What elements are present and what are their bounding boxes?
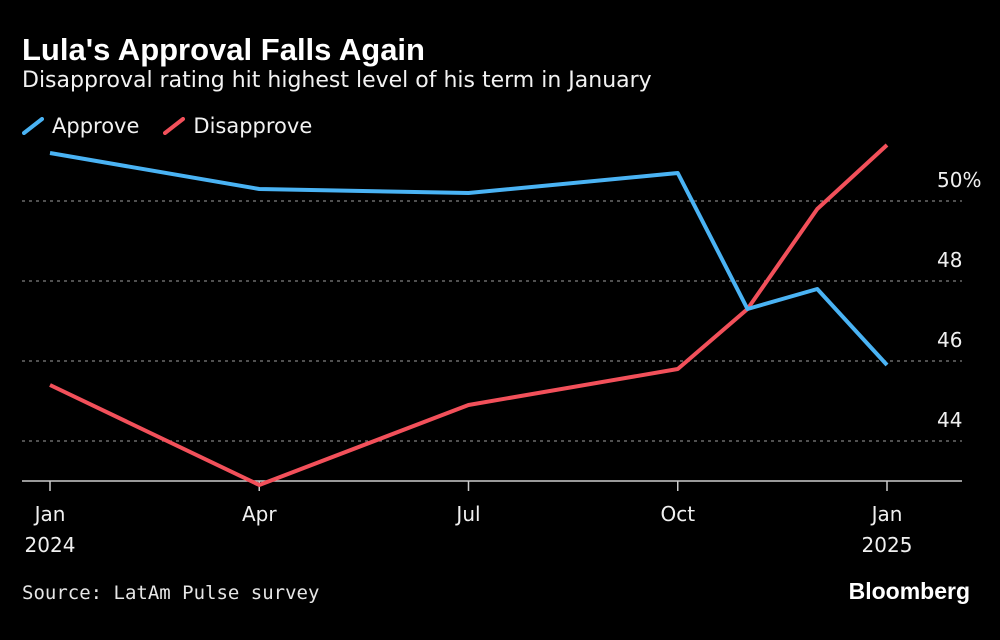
y-tick-label: 44 <box>937 408 962 432</box>
x-tick-year-label: 2024 <box>25 533 76 557</box>
source-note: Source: LatAm Pulse survey <box>22 582 320 604</box>
x-tick-label: Apr <box>242 502 277 526</box>
legend-label-approve: Approve <box>52 114 140 138</box>
x-tick-label: Jan <box>33 502 66 526</box>
x-tick-label: Jan <box>870 502 903 526</box>
legend: Approve Disapprove <box>22 114 336 138</box>
y-tick-label: 48 <box>937 248 962 272</box>
legend-swatch-disapprove-icon <box>163 117 186 135</box>
series-line-approve <box>49 151 889 367</box>
chart-subtitle: Disapproval rating hit highest level of … <box>22 68 652 93</box>
legend-label-disapprove: Disapprove <box>193 114 313 138</box>
chart-title: Lula's Approval Falls Again <box>22 32 425 67</box>
y-tick-label: 46 <box>937 328 962 352</box>
series-line-disapprove <box>49 143 889 487</box>
x-tick-year-label: 2025 <box>862 533 913 557</box>
x-tick-label: Jul <box>454 502 480 526</box>
legend-item-approve: Approve <box>22 114 139 138</box>
brand-logo: Bloomberg <box>848 578 970 604</box>
legend-item-disapprove: Disapprove <box>163 114 312 138</box>
x-tick-label: Oct <box>660 502 695 526</box>
legend-swatch-approve-icon <box>22 117 44 135</box>
y-tick-label: 50% <box>937 168 981 192</box>
